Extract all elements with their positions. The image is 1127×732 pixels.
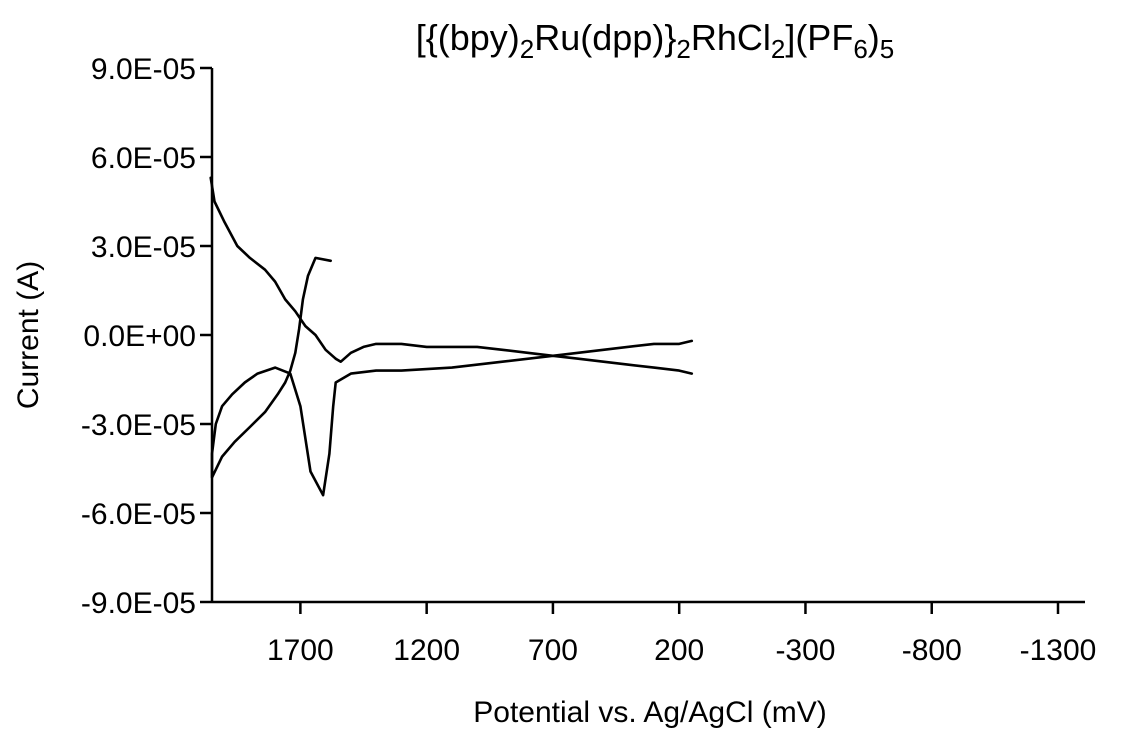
chart-title-subscript: 2 bbox=[520, 34, 534, 64]
y-ticks: -9.0E-05 -6.0E-05 -3.0E-05 0.0E+00 3.0E-05 6.… bbox=[81, 53, 212, 620]
y-axis-label: Current (A) bbox=[12, 261, 45, 409]
chart-title-segment: ](PF bbox=[785, 17, 853, 58]
chart-title-segment: ) bbox=[868, 17, 880, 58]
y-tick-label: 9.0E-05 bbox=[91, 53, 196, 86]
x-ticks: 1700 1200 700 200 -300 -800 -1300 bbox=[267, 602, 1096, 667]
series-line-3 bbox=[209, 176, 337, 360]
series-line-1 bbox=[210, 256, 694, 497]
series-line-2 bbox=[334, 342, 694, 375]
x-tick-label: 700 bbox=[528, 634, 578, 667]
chart-title-segment: RhCl bbox=[691, 17, 771, 58]
chart-title-subscript: 2 bbox=[676, 34, 690, 64]
chart-title-segment: Ru(dpp)} bbox=[534, 17, 676, 58]
chart-title: [{(bpy)2Ru(dpp)}2RhCl2](PF6)5 bbox=[416, 17, 895, 64]
y-tick-label: -9.0E-05 bbox=[81, 587, 196, 620]
x-tick-label: 200 bbox=[654, 634, 704, 667]
chart-title-subscript: 2 bbox=[771, 34, 785, 64]
y-tick-label: 6.0E-05 bbox=[91, 142, 196, 175]
chart-title-segment: [{(bpy) bbox=[416, 17, 520, 58]
x-tick-label: -300 bbox=[775, 634, 835, 667]
x-tick-label: -1300 bbox=[1020, 634, 1097, 667]
y-tick-label: 0.0E+00 bbox=[83, 320, 196, 353]
y-tick-label: -6.0E-05 bbox=[81, 498, 196, 531]
x-tick-label: 1200 bbox=[393, 634, 460, 667]
series-layer bbox=[209, 176, 694, 497]
x-tick-label: 1700 bbox=[267, 634, 334, 667]
x-tick-label: -800 bbox=[902, 634, 962, 667]
chart-title-subscript: 5 bbox=[880, 34, 894, 64]
x-axis-label: Potential vs. Ag/AgCl (mV) bbox=[473, 696, 826, 729]
y-tick-label: -3.0E-05 bbox=[81, 409, 196, 442]
y-tick-label: 3.0E-05 bbox=[91, 231, 196, 264]
chart-title-subscript: 6 bbox=[853, 34, 867, 64]
